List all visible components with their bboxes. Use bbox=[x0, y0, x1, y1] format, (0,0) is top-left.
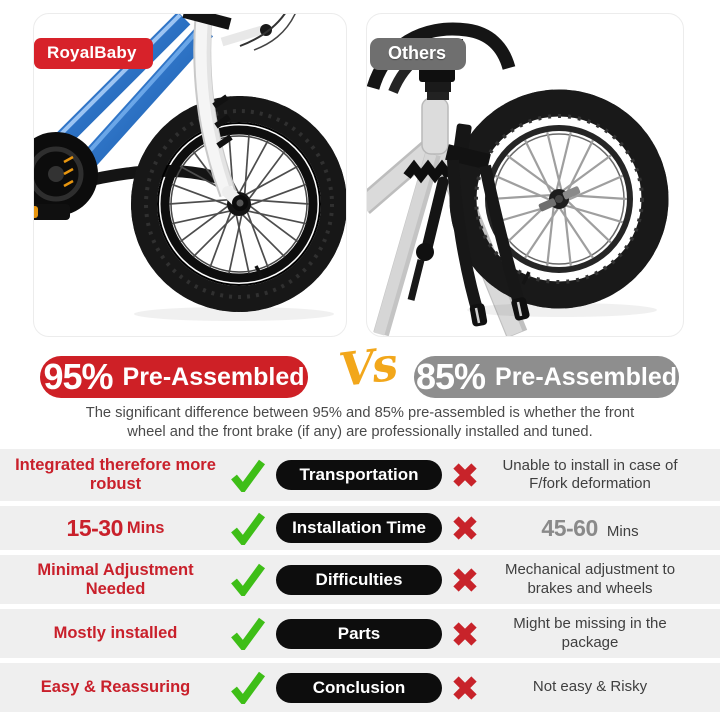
cross-cell bbox=[448, 620, 482, 648]
category-cell: Conclusion bbox=[270, 672, 448, 703]
check-icon bbox=[230, 512, 265, 545]
royalbaby-advantage: 15-30 Mins bbox=[0, 515, 225, 541]
front-wheel bbox=[131, 96, 346, 312]
royalbaby-advantage: Mostly installed bbox=[0, 624, 225, 643]
percent-label: Pre-Assembled bbox=[495, 362, 678, 391]
comparison-table: Integrated therefore more robust Transpo… bbox=[0, 449, 720, 712]
check-icon bbox=[230, 671, 265, 704]
table-row-installation-time: 15-30 Mins Installation Time 45-60 Mins bbox=[0, 506, 720, 550]
time-value: 15-30 bbox=[66, 514, 124, 541]
category-pill: Conclusion bbox=[276, 672, 442, 703]
time-unit: Mins bbox=[126, 518, 165, 537]
category-pill: Difficulties bbox=[276, 564, 442, 595]
check-icon bbox=[230, 563, 265, 596]
others-brand-badge: Others bbox=[370, 38, 467, 70]
table-row-parts: Mostly installed Parts Might be missing … bbox=[0, 609, 720, 658]
advantage-text: Minimal Adjustment Needed bbox=[37, 560, 194, 598]
table-row-transportation: Integrated therefore more robust Transpo… bbox=[0, 449, 720, 501]
product-photo-others: Others bbox=[366, 13, 684, 337]
crank-and-pedal bbox=[34, 132, 98, 220]
check-cell bbox=[225, 617, 270, 650]
check-cell bbox=[225, 671, 270, 704]
cross-icon bbox=[453, 675, 477, 700]
others-drawback: Might be missing in the package bbox=[482, 615, 720, 652]
others-drawback: Not easy & Risky bbox=[482, 678, 720, 696]
cross-icon bbox=[453, 567, 477, 592]
spokes bbox=[490, 131, 628, 267]
advantage-text: Mostly installed bbox=[53, 624, 178, 643]
drawback-text: Might be missing in the package bbox=[513, 615, 667, 651]
royalbaby-advantage: Integrated therefore more robust bbox=[0, 456, 225, 494]
cross-cell bbox=[448, 514, 482, 542]
category-cell: Transportation bbox=[270, 460, 448, 490]
time-value: 45-60 bbox=[541, 514, 598, 541]
vs-text: Vs bbox=[336, 336, 398, 398]
drawback-text: Mechanical adjustment to brakes and whee… bbox=[504, 561, 676, 597]
front-wheel bbox=[449, 89, 669, 309]
category-pill: Transportation bbox=[276, 460, 442, 490]
check-icon bbox=[230, 617, 265, 650]
cross-icon bbox=[453, 516, 477, 540]
description-line1: The significant difference between 95% a… bbox=[85, 405, 635, 421]
cross-cell bbox=[448, 461, 482, 489]
check-cell bbox=[225, 459, 270, 492]
cross-cell bbox=[448, 566, 482, 594]
others-drawback: 45-60 Mins bbox=[482, 514, 720, 542]
cross-cell bbox=[448, 674, 482, 702]
royalbaby-advantage: Easy & Reassuring bbox=[0, 678, 225, 697]
category-cell: Difficulties bbox=[270, 564, 448, 595]
percent-value: 85% bbox=[415, 356, 486, 397]
advantage-text: Easy & Reassuring bbox=[40, 678, 191, 697]
detached-black-fork bbox=[445, 123, 530, 327]
check-cell bbox=[225, 563, 270, 596]
preassembled-badge-others: 85% Pre-Assembled bbox=[414, 356, 679, 398]
brake-and-cables bbox=[182, 14, 296, 51]
description: The significant difference between 95% a… bbox=[0, 404, 720, 443]
preassembled-badge-royalbaby: 95% Pre-Assembled bbox=[40, 356, 308, 398]
check-cell bbox=[225, 512, 270, 545]
white-fork bbox=[193, 14, 272, 211]
percent-value: 95% bbox=[43, 356, 113, 397]
others-drawback: Unable to install in case of F/fork defo… bbox=[482, 457, 720, 494]
royalbaby-bike-illustration bbox=[34, 14, 346, 321]
drawback-text: Not easy & Risky bbox=[532, 678, 648, 696]
wheel-shadow bbox=[134, 307, 334, 321]
description-line2: wheel and the front brake (if any) are p… bbox=[127, 424, 593, 441]
drawback-text: Unable to install in case of F/fork defo… bbox=[502, 456, 678, 492]
product-photo-royalbaby: RoyalBaby bbox=[33, 13, 347, 337]
category-cell: Parts bbox=[270, 618, 448, 649]
time-unit: Mins bbox=[606, 522, 639, 540]
category-pill: Parts bbox=[276, 618, 442, 649]
others-drawback: Mechanical adjustment to brakes and whee… bbox=[482, 561, 720, 598]
cross-icon bbox=[453, 463, 477, 487]
category-pill: Installation Time bbox=[276, 513, 442, 543]
table-row-conclusion: Easy & Reassuring Conclusion Not easy & … bbox=[0, 663, 720, 712]
category-cell: Installation Time bbox=[270, 513, 448, 543]
cross-icon bbox=[453, 621, 477, 646]
table-row-difficulties: Minimal Adjustment Needed Difficulties M… bbox=[0, 555, 720, 604]
royalbaby-advantage: Minimal Adjustment Needed bbox=[0, 561, 225, 599]
royalbaby-brand-badge: RoyalBaby bbox=[34, 38, 153, 69]
pedal-and-crank bbox=[403, 159, 453, 301]
advantage-text: Integrated therefore more robust bbox=[15, 456, 216, 493]
spokes bbox=[168, 134, 310, 274]
check-icon bbox=[230, 459, 265, 492]
percent-label: Pre-Assembled bbox=[122, 362, 305, 391]
